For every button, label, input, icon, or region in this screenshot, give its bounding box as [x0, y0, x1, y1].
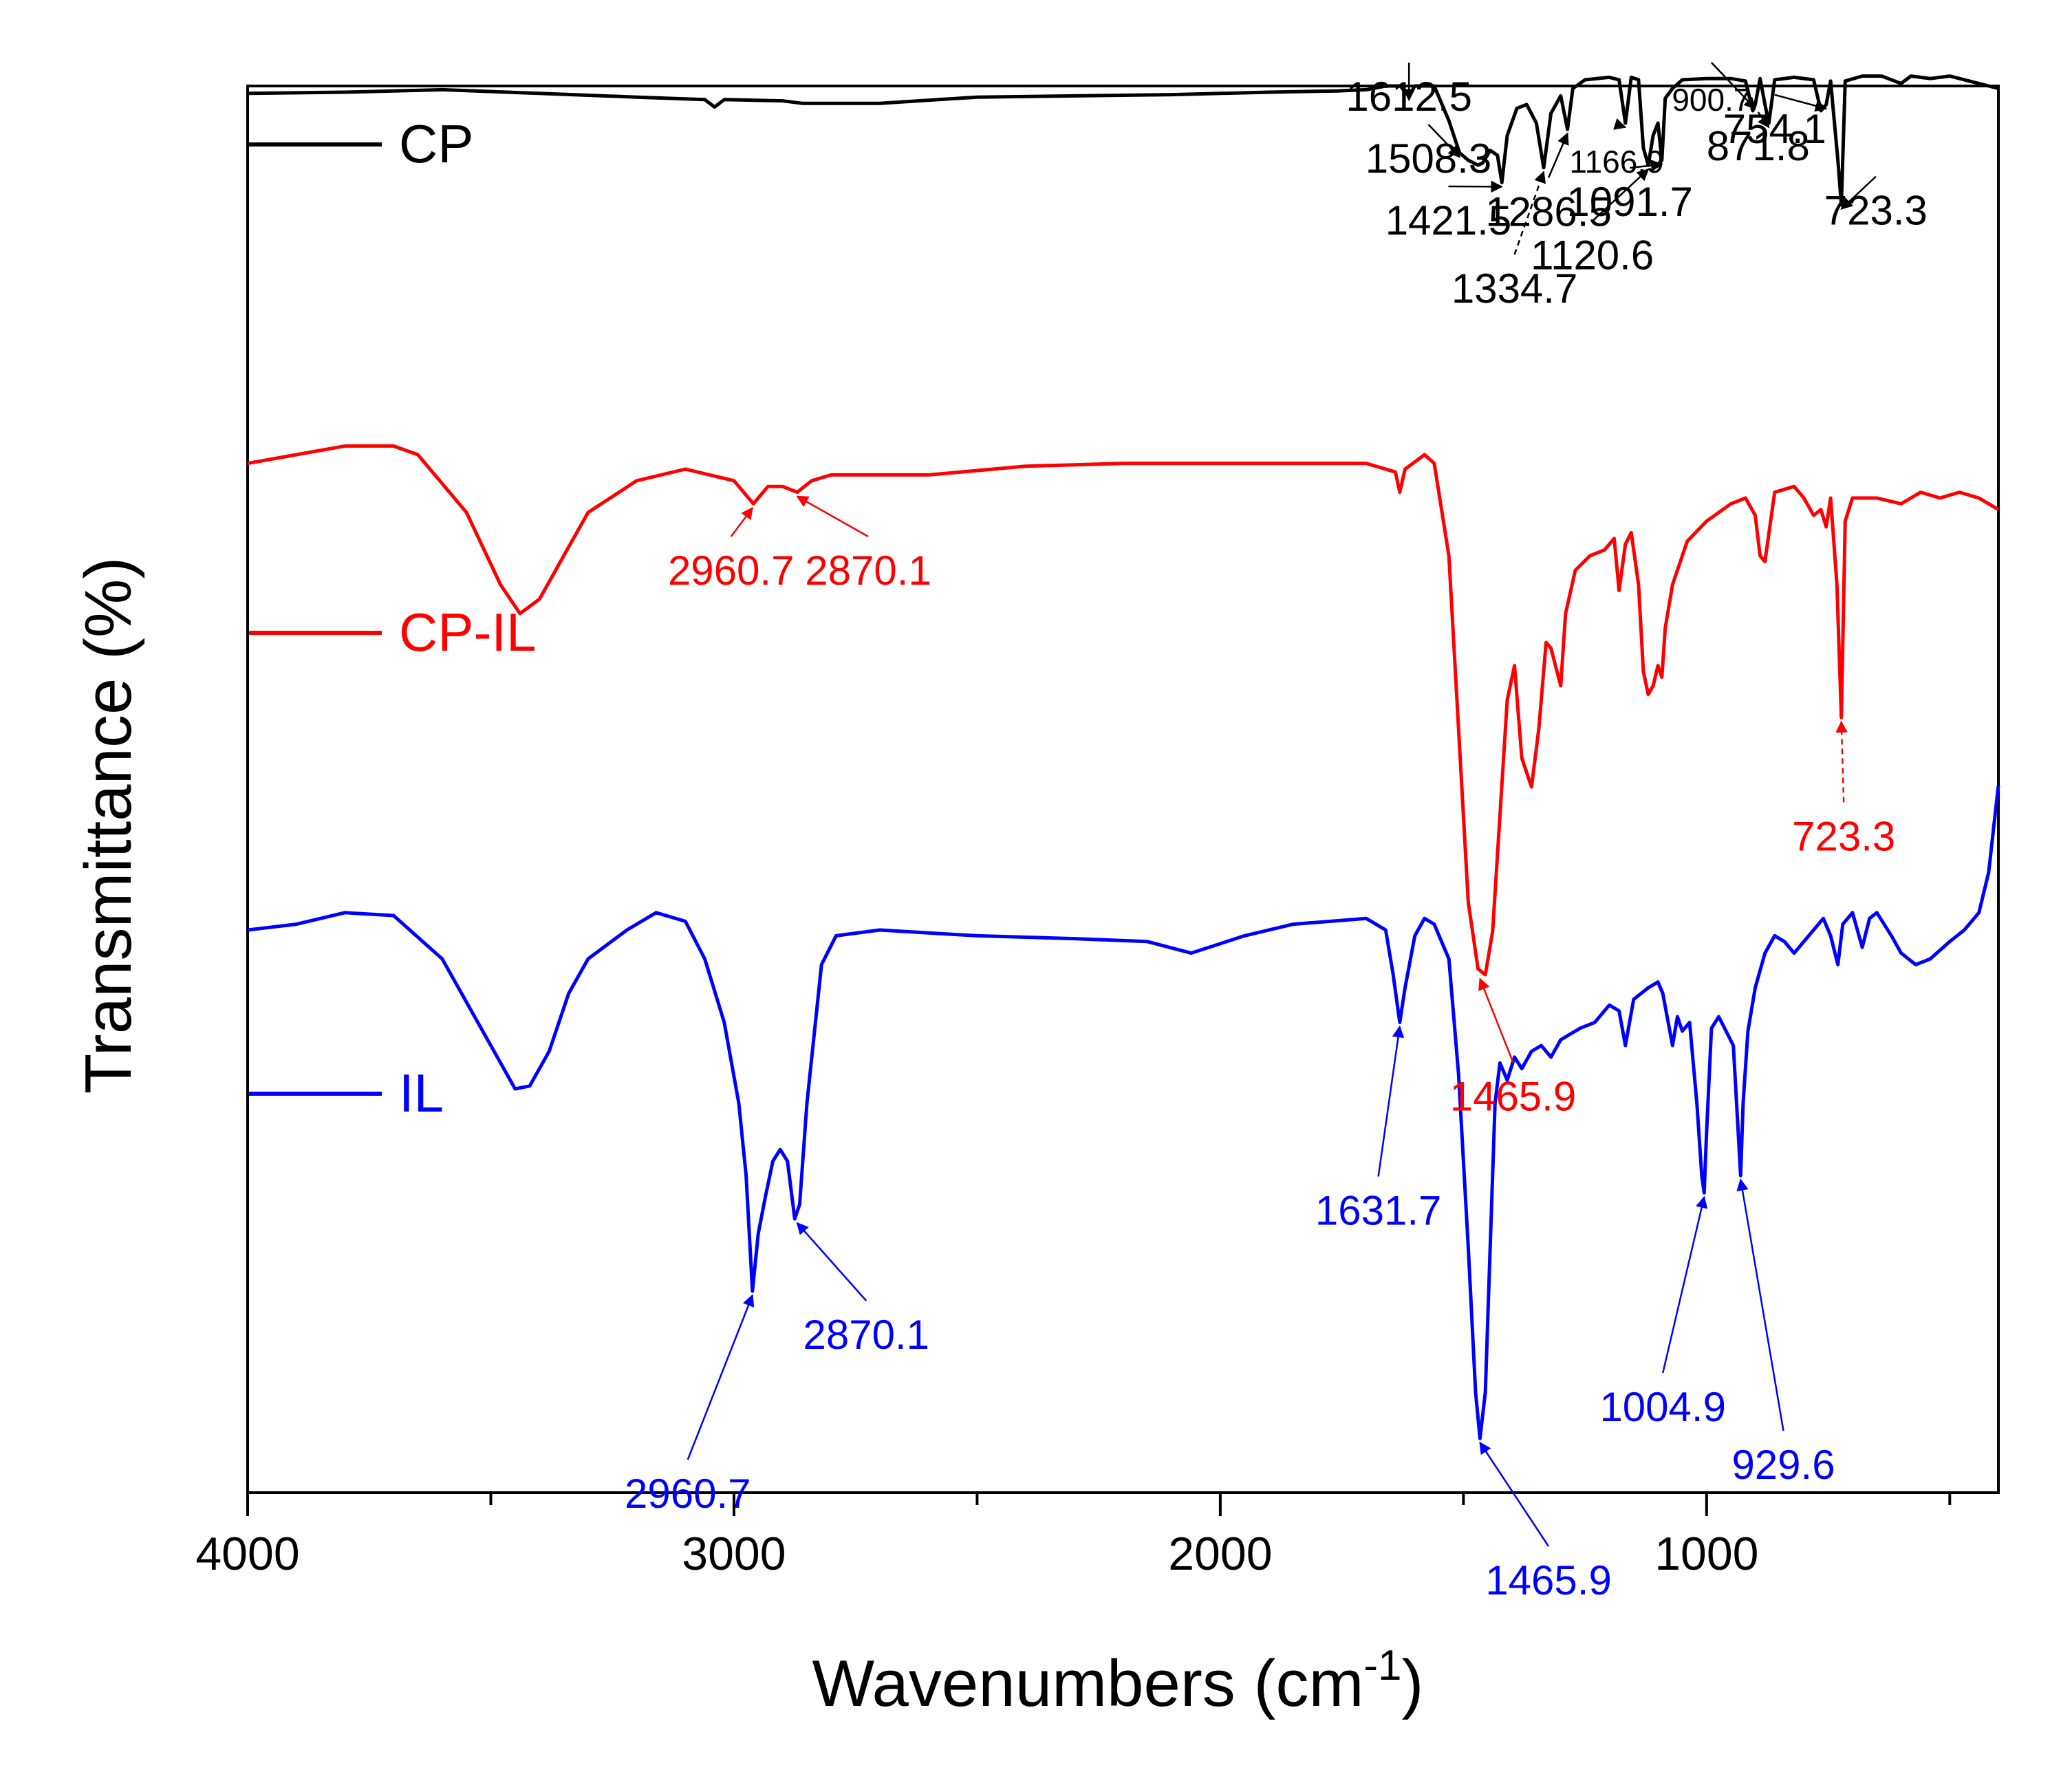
annotation-layer: 1612.5 1508.3 1421.5 1334.7 1286.5 1166.9 1120… — [625, 62, 1928, 1603]
x-axis-title-close: ) — [1402, 1647, 1424, 1720]
peak-arrow — [1736, 1178, 1784, 1431]
peak-label: 723.3 — [1792, 813, 1895, 859]
peak-label: 2870.1 — [803, 1312, 929, 1358]
peak-label: 1612.5 — [1346, 74, 1472, 120]
plot-frame — [246, 85, 2000, 1494]
peak-label: 2960.7 — [625, 1471, 751, 1517]
series-line-il — [247, 785, 2000, 1440]
peak-arrow — [1840, 175, 1877, 210]
peak-arrow — [1757, 111, 1770, 129]
series-layer — [247, 74, 2000, 1440]
peak-label: 1465.9 — [1450, 1073, 1577, 1119]
x-tick-label: 4000 — [195, 1528, 299, 1580]
plot-area — [246, 85, 2000, 1494]
peak-arrow — [1427, 124, 1460, 158]
peak-arrow — [1513, 171, 1546, 255]
peak-arrow — [1478, 977, 1514, 1063]
legend-label-cp-il: CP-IL — [399, 602, 536, 662]
x-axis-ticks: 4000 3000 2000 1000 — [195, 1493, 1952, 1580]
peak-arrow — [687, 1294, 755, 1460]
peak-label: 1166.9 — [1569, 144, 1663, 180]
peak-label: 900.7 — [1672, 82, 1751, 118]
peak-arrow — [1774, 94, 1828, 112]
peak-arrow — [1710, 62, 1756, 110]
peak-label: 754.1 — [1723, 106, 1826, 152]
peak-label: 871.8 — [1707, 123, 1810, 169]
x-axis-title: Wavenumbers (cm-1) — [812, 1642, 1423, 1720]
series-line-cp-il — [247, 444, 2000, 977]
peak-label: 723.3 — [1824, 188, 1928, 234]
x-tick-label: 2000 — [1168, 1528, 1272, 1580]
peak-arrow — [1835, 720, 1848, 803]
peak-label: 1286.5 — [1485, 188, 1612, 235]
peak-label: 1004.9 — [1599, 1384, 1726, 1430]
peak-arrow — [1630, 159, 1663, 172]
peak-label: 1334.7 — [1452, 266, 1578, 312]
peak-arrow — [796, 1222, 867, 1301]
peak-arrow — [796, 495, 869, 538]
x-tick-label: 1000 — [1654, 1528, 1758, 1580]
peak-label: 1421.5 — [1385, 197, 1512, 244]
x-tick-label: 3000 — [682, 1528, 786, 1580]
peak-label: 1091.7 — [1566, 179, 1693, 225]
peak-arrow — [1377, 1025, 1405, 1177]
peak-arrow — [1613, 118, 1627, 130]
peak-label: 2870.1 — [805, 548, 931, 594]
peak-label: 929.6 — [1731, 1442, 1835, 1488]
legend-label-cp: CP — [399, 113, 473, 174]
x-axis-title-superscript: -1 — [1363, 1642, 1401, 1689]
peak-arrow — [1547, 132, 1569, 178]
peak-arrow — [730, 506, 753, 537]
peak-arrow — [1479, 1441, 1550, 1547]
legend-label-il: IL — [399, 1063, 444, 1123]
peak-label: 1120.6 — [1531, 232, 1654, 278]
peak-arrow — [1591, 169, 1650, 222]
peak-label: 1631.7 — [1315, 1187, 1442, 1233]
x-axis-title-main: Wavenumbers (cm — [812, 1647, 1363, 1720]
peak-arrow — [1661, 1196, 1708, 1374]
peak-label: 1465.9 — [1485, 1557, 1612, 1603]
y-axis-title: Transmittance (%) — [72, 557, 145, 1094]
legend-layer: CP CP-IL IL — [249, 113, 536, 1123]
peak-label: 2960.7 — [668, 548, 795, 594]
peak-label: 1508.3 — [1366, 136, 1492, 182]
